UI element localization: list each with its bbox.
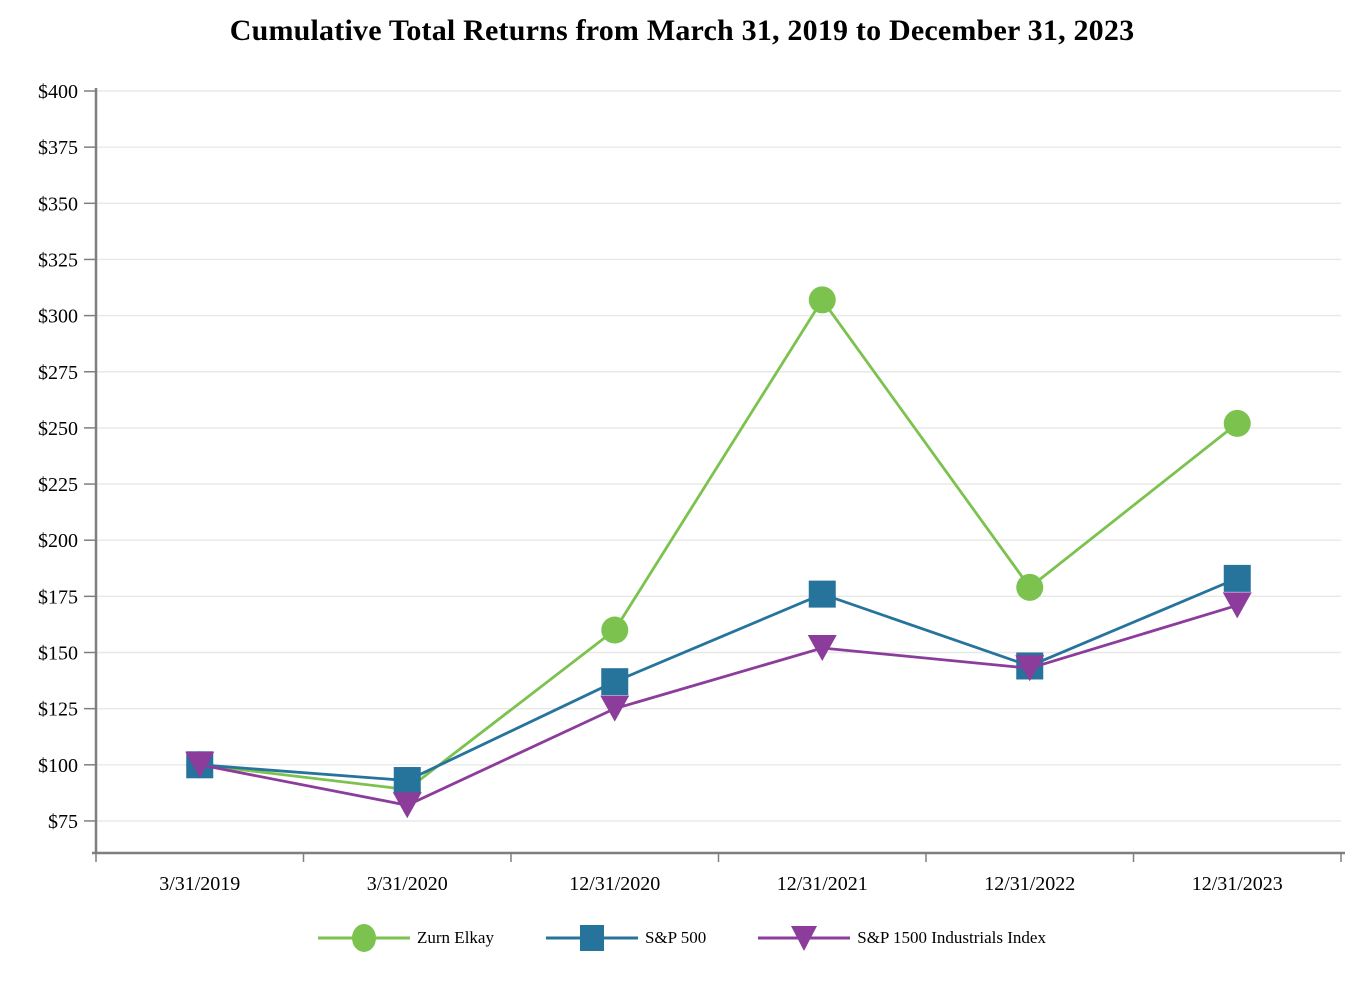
y-tick-label: $275 [38,362,78,384]
y-tick-label: $100 [38,755,78,777]
legend-label-s-p-500: S&P 500 [644,928,707,947]
series-s-p-500-marker-square [393,767,421,795]
legend-triangle-down-icon [758,926,851,951]
legend-marker [352,924,377,952]
x-tick-label: 12/31/2023 [1192,873,1283,895]
series-s-p-1500-industrials-index-marker-triangle [807,635,837,662]
series-s-p-500-marker-square [601,668,629,696]
x-tick-label: 12/31/2021 [777,873,868,895]
legend-label-zurn-elkay: Zurn Elkay [417,928,494,947]
y-tick-label: $300 [38,306,78,328]
x-tick-label: 3/31/2019 [159,873,240,895]
series-s-p-1500-industrials-index-marker-triangle [600,695,630,722]
chart-title: Cumulative Total Returns from March 31, … [229,14,1135,47]
y-tick-label: $175 [38,586,78,608]
legend-item-s-p-500: S&P 500 [545,922,707,954]
legend-square-icon [545,925,638,951]
series-s-p-500-marker-square [1223,564,1251,592]
legend-marker [791,926,818,951]
legend-item-s-p-1500-industrials-index: S&P 1500 Industrials Index [758,922,1046,954]
y-tick-label: $250 [38,418,78,440]
series-zurn-elkay-marker-circle [1016,573,1044,601]
y-tick-label: $325 [38,249,78,271]
legend-item-zurn-elkay: Zurn Elkay [318,922,494,954]
legend-marker [579,925,604,951]
series-s-p-1500-industrials-index-marker-triangle [392,792,422,819]
legend: Zurn Elkay S&P 500 S&P 1500 Industrials In… [0,922,1364,954]
legend-circle-icon [318,924,411,952]
series-s-p-1500-industrials-index-marker-triangle [185,751,215,778]
y-tick-label: $125 [38,699,78,721]
y-tick-label: $75 [48,811,78,833]
x-tick-label: 12/31/2020 [569,873,660,895]
series-zurn-elkay-marker-circle [601,616,629,644]
series-line-zurn-elkay [199,297,1239,791]
y-tick-label: $225 [38,474,78,496]
series-line-s-p-1500-industrials-index [199,603,1238,807]
series-line-s-p-500 [199,577,1238,782]
series-s-p-1500-industrials-index-marker-triangle [1015,655,1045,682]
y-tick-label: $150 [38,643,78,665]
legend-label-s-p-1500-industrials-index: S&P 1500 Industrials Index [857,928,1046,947]
y-tick-label: $400 [38,81,78,103]
series-s-p-1500-industrials-index-marker-triangle [1222,592,1252,619]
y-tick-label: $200 [38,530,78,552]
series-zurn-elkay-marker-circle [1223,409,1251,437]
y-tick-label: $375 [38,137,78,159]
x-tick-label: 3/31/2020 [367,873,448,895]
series-s-p-500-marker-square [808,580,836,608]
y-tick-label: $350 [38,193,78,215]
x-tick-label: 12/31/2022 [984,873,1075,895]
series-zurn-elkay-marker-circle [808,286,836,314]
